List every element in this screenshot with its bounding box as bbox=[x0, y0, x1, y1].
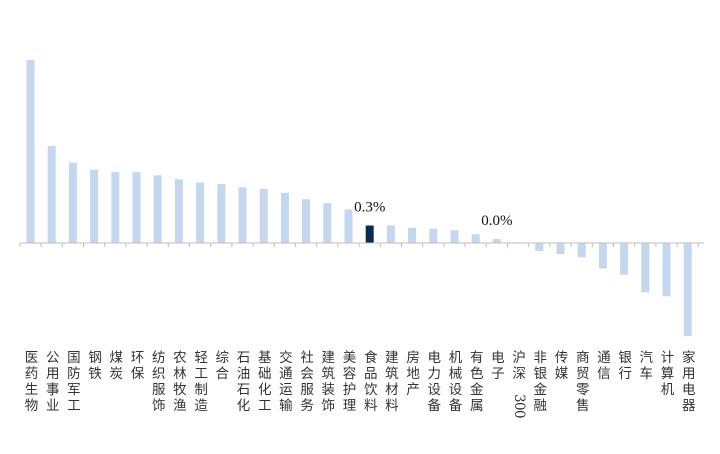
bar-14 bbox=[323, 203, 332, 243]
bar-13 bbox=[302, 199, 311, 243]
bar-15 bbox=[344, 209, 353, 243]
bar-20 bbox=[450, 230, 459, 243]
bar-16 bbox=[365, 225, 374, 243]
bar-3 bbox=[90, 169, 99, 243]
bar-9 bbox=[217, 184, 226, 243]
data-label-22: 0.0% bbox=[481, 213, 512, 229]
category-label-8: 轻工制造 bbox=[194, 350, 208, 414]
bar-25 bbox=[556, 243, 565, 255]
bar-4 bbox=[111, 172, 120, 243]
bar-22 bbox=[492, 239, 501, 243]
category-label-28: 银行 bbox=[618, 350, 632, 382]
bar-8 bbox=[196, 182, 205, 243]
category-label-22: 电子 bbox=[491, 350, 505, 382]
category-label-25: 传媒 bbox=[555, 350, 569, 382]
category-label-31: 家用电器 bbox=[682, 349, 696, 414]
bar-19 bbox=[429, 228, 438, 244]
category-label-27: 通信 bbox=[597, 350, 611, 382]
category-label-7: 农林牧渔 bbox=[173, 350, 187, 414]
bar-10 bbox=[238, 187, 247, 243]
category-label-19: 电力设备 bbox=[428, 350, 442, 414]
category-label-3: 钢铁 bbox=[88, 350, 102, 382]
category-label-12: 交通运输 bbox=[279, 349, 293, 414]
category-label-24: 非银金融 bbox=[534, 350, 548, 414]
bar-7 bbox=[174, 179, 183, 243]
category-label-10: 石油石化 bbox=[237, 350, 251, 414]
bar-24 bbox=[535, 243, 544, 251]
category-label-26: 商贸零售 bbox=[576, 350, 590, 414]
data-label-16: 0.3% bbox=[354, 199, 385, 215]
category-label-6: 纺织服饰 bbox=[152, 350, 166, 414]
category-label-17: 建筑材料 bbox=[385, 350, 399, 414]
bar-0 bbox=[26, 59, 35, 244]
category-label-16: 食品饮料 bbox=[364, 349, 378, 414]
bar-21 bbox=[471, 234, 480, 243]
category-label-29: 汽车 bbox=[640, 350, 654, 382]
bar-12 bbox=[280, 192, 289, 243]
category-label-1: 公用事业 bbox=[46, 350, 60, 414]
category-label-15: 美容护理 bbox=[343, 350, 357, 414]
bar-18 bbox=[408, 227, 417, 243]
category-label-13: 社会服务 bbox=[300, 350, 314, 414]
category-label-21: 有色金属 bbox=[470, 350, 484, 414]
bar-29 bbox=[641, 243, 650, 293]
category-label-30: 计算机 bbox=[661, 350, 675, 398]
bar-1 bbox=[47, 145, 56, 243]
bar-5 bbox=[132, 172, 141, 243]
category-label-0: 医药生物 bbox=[25, 350, 39, 414]
category-label-14: 建筑装饰 bbox=[322, 350, 336, 414]
bar-17 bbox=[386, 225, 395, 243]
bar-2 bbox=[68, 162, 77, 243]
bar-28 bbox=[620, 243, 629, 275]
category-label-20: 机械设备 bbox=[449, 350, 463, 414]
category-label-2: 国防军工 bbox=[67, 350, 81, 414]
category-label-11: 基础化工 bbox=[258, 349, 272, 414]
category-label-18: 房地产 bbox=[406, 350, 420, 398]
category-label-9: 综合 bbox=[216, 350, 230, 382]
bar-6 bbox=[153, 175, 162, 243]
bar-31 bbox=[683, 243, 692, 337]
bar-11 bbox=[259, 188, 268, 243]
category-label-5: 环保 bbox=[131, 350, 145, 382]
category-label-23: 沪深 3 0 0 bbox=[511, 350, 527, 419]
bar-26 bbox=[577, 243, 586, 258]
bar-30 bbox=[662, 243, 671, 297]
bar-27 bbox=[598, 243, 607, 269]
category-label-4: 煤炭 bbox=[110, 350, 124, 382]
